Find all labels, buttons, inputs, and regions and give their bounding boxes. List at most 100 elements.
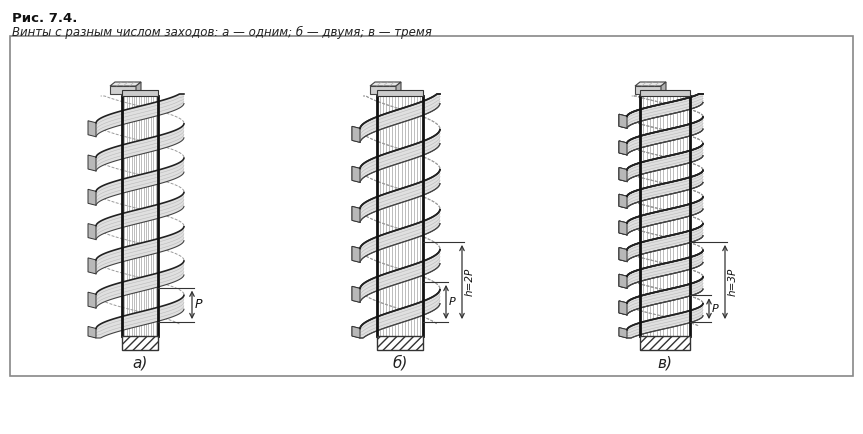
Polygon shape xyxy=(352,166,360,182)
Polygon shape xyxy=(619,141,627,155)
Polygon shape xyxy=(352,247,360,263)
Bar xyxy=(370,86,396,94)
Polygon shape xyxy=(619,301,627,315)
Polygon shape xyxy=(627,197,703,235)
Polygon shape xyxy=(88,121,96,137)
Polygon shape xyxy=(96,295,184,338)
Polygon shape xyxy=(627,197,703,235)
Polygon shape xyxy=(360,210,440,263)
Polygon shape xyxy=(619,247,627,262)
Polygon shape xyxy=(96,261,184,308)
Bar xyxy=(377,336,423,350)
Polygon shape xyxy=(627,277,703,315)
Polygon shape xyxy=(619,168,627,181)
Bar xyxy=(377,90,423,96)
Polygon shape xyxy=(627,94,703,128)
Polygon shape xyxy=(360,289,440,338)
Text: в): в) xyxy=(658,355,672,370)
Polygon shape xyxy=(627,250,703,288)
Polygon shape xyxy=(352,326,360,338)
Polygon shape xyxy=(619,141,627,155)
Polygon shape xyxy=(352,326,360,338)
Text: P: P xyxy=(449,297,456,307)
Polygon shape xyxy=(627,94,703,128)
Polygon shape xyxy=(110,82,141,86)
Polygon shape xyxy=(627,144,703,181)
Polygon shape xyxy=(360,94,440,142)
Polygon shape xyxy=(627,277,703,315)
Polygon shape xyxy=(96,192,184,240)
Polygon shape xyxy=(136,82,141,94)
Polygon shape xyxy=(627,117,703,155)
Polygon shape xyxy=(360,94,440,142)
Polygon shape xyxy=(360,170,440,222)
Polygon shape xyxy=(627,224,703,262)
Polygon shape xyxy=(619,301,627,315)
Polygon shape xyxy=(619,274,627,288)
Polygon shape xyxy=(88,258,96,274)
Polygon shape xyxy=(627,224,703,262)
Polygon shape xyxy=(627,224,703,262)
Polygon shape xyxy=(96,94,184,137)
Polygon shape xyxy=(370,82,401,86)
Polygon shape xyxy=(619,301,627,315)
Polygon shape xyxy=(661,82,666,94)
Polygon shape xyxy=(627,171,703,208)
Polygon shape xyxy=(360,130,440,182)
Polygon shape xyxy=(360,289,440,338)
Polygon shape xyxy=(627,277,703,315)
Polygon shape xyxy=(619,114,627,128)
Polygon shape xyxy=(627,144,703,181)
Bar xyxy=(110,86,136,94)
Polygon shape xyxy=(619,194,627,208)
Polygon shape xyxy=(88,189,96,205)
Polygon shape xyxy=(88,292,96,308)
Polygon shape xyxy=(619,221,627,235)
Polygon shape xyxy=(88,224,96,240)
Text: б): б) xyxy=(393,354,407,370)
Polygon shape xyxy=(619,168,627,181)
Bar xyxy=(122,336,158,350)
Polygon shape xyxy=(396,82,401,94)
Bar xyxy=(635,86,661,94)
Text: Винты с разным числом заходов: а — одним; б — двумя; в — тремя: Винты с разным числом заходов: а — одним… xyxy=(12,26,432,39)
Text: h=3P: h=3P xyxy=(728,268,738,296)
Polygon shape xyxy=(360,130,440,182)
Polygon shape xyxy=(627,304,703,338)
Polygon shape xyxy=(619,247,627,262)
Polygon shape xyxy=(627,144,703,181)
Polygon shape xyxy=(619,274,627,288)
Polygon shape xyxy=(96,158,184,205)
Polygon shape xyxy=(360,250,440,302)
Bar xyxy=(10,36,853,376)
Polygon shape xyxy=(619,114,627,128)
Polygon shape xyxy=(627,94,703,128)
Polygon shape xyxy=(627,171,703,208)
Polygon shape xyxy=(360,170,440,222)
Polygon shape xyxy=(352,166,360,182)
Polygon shape xyxy=(352,206,360,222)
Text: а): а) xyxy=(132,355,148,370)
Polygon shape xyxy=(619,221,627,235)
Polygon shape xyxy=(619,221,627,235)
Polygon shape xyxy=(619,141,627,155)
Polygon shape xyxy=(88,155,96,171)
Polygon shape xyxy=(96,227,184,274)
Polygon shape xyxy=(619,194,627,208)
Polygon shape xyxy=(627,117,703,155)
Text: h=2P: h=2P xyxy=(465,268,475,296)
Polygon shape xyxy=(635,82,666,86)
Polygon shape xyxy=(627,250,703,288)
Polygon shape xyxy=(352,206,360,222)
Polygon shape xyxy=(88,326,96,338)
Polygon shape xyxy=(360,250,440,302)
Polygon shape xyxy=(619,274,627,288)
Polygon shape xyxy=(619,247,627,262)
Text: Рис. 7.4.: Рис. 7.4. xyxy=(12,12,78,25)
Polygon shape xyxy=(619,114,627,128)
Polygon shape xyxy=(619,194,627,208)
Polygon shape xyxy=(619,328,627,338)
Polygon shape xyxy=(352,126,360,142)
Polygon shape xyxy=(352,286,360,302)
Polygon shape xyxy=(627,197,703,235)
